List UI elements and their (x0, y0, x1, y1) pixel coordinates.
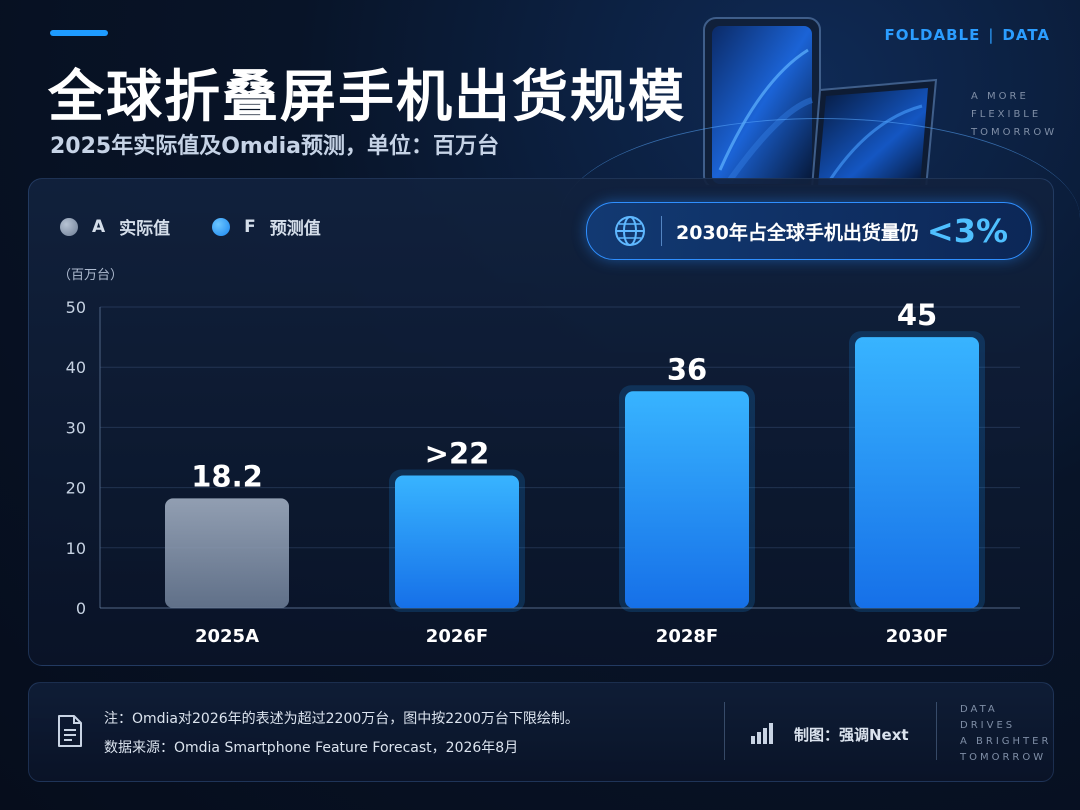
legend-item-actual: A 实际值 (60, 214, 170, 239)
bar-2028F (625, 391, 749, 608)
x-tick-label: 2030F (886, 626, 948, 647)
page-subtitle: 2025年实际值及Omdia预测，单位：百万台 (50, 134, 499, 159)
y-tick-label: 10 (66, 539, 86, 558)
legend-item-forecast: F 预测值 (212, 214, 321, 239)
tagline-line: DATA (960, 704, 998, 715)
legend-code: A (92, 216, 106, 237)
page-title: 全球折叠屏手机出货规模 (48, 65, 686, 130)
y-tick-label: 0 (76, 599, 86, 618)
tagline-line: DRIVES (960, 720, 1016, 731)
callout-text: 2030年占全球手机出货量仍 (676, 221, 919, 244)
legend-code: F (244, 216, 256, 237)
bar-chart-icon (751, 723, 773, 744)
tagline-line: FLEXIBLE (971, 109, 1042, 120)
x-tick-label: 2026F (426, 626, 488, 647)
footer-credit: 制图：强调Next (794, 726, 909, 744)
brand-label: FOLDABLE | DATA (884, 26, 1050, 44)
decorative-arc (560, 118, 1080, 319)
data-label: 18.2 (191, 459, 263, 493)
tagline-line: A BRIGHTER (960, 736, 1052, 747)
tagline-line: A MORE (971, 91, 1029, 102)
data-label: 36 (667, 352, 707, 386)
footer-card (28, 682, 1054, 782)
y-tick-label: 30 (66, 418, 86, 437)
globe-icon (615, 216, 645, 246)
bar-2025A (165, 498, 289, 608)
footer-divider (724, 702, 725, 760)
footer-divider (936, 702, 937, 760)
callout-highlight: <3% (926, 212, 1009, 250)
data-label: >22 (425, 437, 490, 471)
tagline-top: A MORE FLEXIBLE TOMORROW (971, 88, 1057, 142)
y-tick-label: 40 (66, 358, 86, 377)
x-tick-label: 2028F (656, 626, 718, 647)
x-tick-label: 2025A (195, 626, 259, 647)
chart-legend: A 实际值 F 预测值 (60, 214, 363, 239)
tagline-line: TOMORROW (960, 752, 1047, 763)
tagline-line: TOMORROW (971, 127, 1058, 138)
data-label: 45 (897, 298, 937, 332)
document-icon (58, 715, 82, 747)
callout-badge: 2030年占全球手机出货量仍 <3% (586, 202, 1032, 260)
legend-label: 实际值 (119, 219, 171, 239)
y-tick-label: 20 (66, 479, 86, 498)
legend-dot-actual (60, 217, 78, 236)
footer-source: 数据来源：Omdia Smartphone Feature Forecast，2… (104, 740, 519, 756)
bar-2026F (395, 475, 519, 608)
y-tick-label: 50 (66, 298, 86, 317)
bar-2030F (855, 337, 979, 608)
callout-divider (661, 216, 662, 246)
accent-bar (50, 30, 108, 36)
legend-dot-forecast (212, 217, 231, 236)
y-axis-unit: （百万台） (58, 268, 124, 283)
footer-note: 注：Omdia对2026年的表述为超过2200万台，图中按2200万台下限绘制。 (104, 711, 579, 727)
tagline-bottom: DATA DRIVES A BRIGHTER TOMORROW (960, 702, 1051, 766)
legend-label: 预测值 (269, 219, 321, 239)
